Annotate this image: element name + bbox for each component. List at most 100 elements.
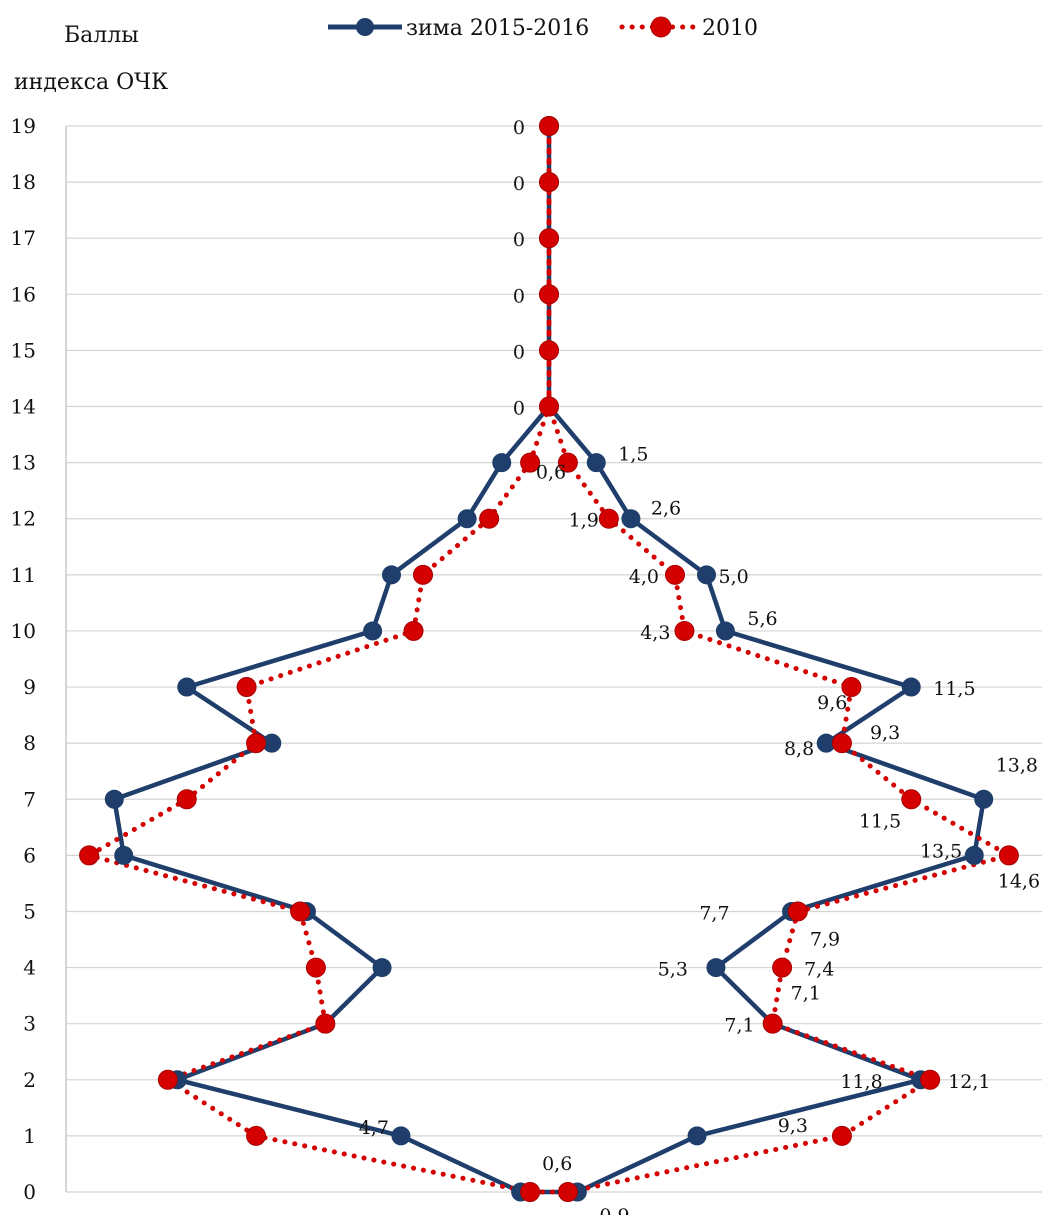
y-tick-label: 11 (11, 563, 36, 587)
y-tick-label: 13 (11, 451, 36, 475)
data-label-2010: 0 (513, 229, 525, 251)
data-label-2010: 9,3 (778, 1115, 808, 1137)
2010-point-left (176, 789, 197, 810)
data-label-winter: 5,3 (658, 959, 688, 981)
data-label-2010: 0,6 (542, 1153, 572, 1175)
winter-point-right (621, 509, 641, 529)
y-tick-label: 7 (23, 787, 36, 811)
winter-point-right (586, 453, 606, 473)
data-label-winter: 11,5 (933, 678, 975, 700)
y-tick-label: 8 (23, 731, 36, 755)
2010-point-right (557, 452, 578, 473)
winter-point-right (974, 789, 994, 809)
legend-item-2010: 2010 (619, 16, 758, 41)
2010-point-left (246, 1125, 267, 1146)
winter-point-left (391, 1126, 411, 1146)
2010-point-left (539, 340, 559, 361)
data-label-2010: 7,9 (810, 928, 840, 950)
legend-marker-winter (356, 18, 374, 36)
winter-point-left (114, 845, 134, 865)
y-axis-title-line-2: индекса ОЧК (14, 70, 168, 95)
data-label-winter: 4,7 (359, 1117, 389, 1139)
data-label-2010: 14,6 (998, 870, 1040, 892)
winter-point-left (177, 677, 197, 697)
data-label-2010: 0,6 (536, 462, 566, 484)
y-tick-label: 6 (23, 843, 36, 867)
winter-point-right (697, 565, 716, 585)
2010-point-right (998, 845, 1019, 866)
winter-point-right (706, 958, 726, 978)
data-label-2010: 4,0 (629, 566, 659, 588)
data-label-winter: 11,8 (840, 1071, 882, 1093)
data-label-winter: 13,8 (996, 754, 1038, 776)
data-label-2010: 7,4 (804, 959, 834, 981)
legend-marker-2010 (650, 16, 672, 38)
data-labels: 0,9 4,7 11,8 7,1 5,3 7,7 13,5 13,8 8,8 11,5 5,6 5,0… (359, 117, 1040, 1215)
data-label-2010: 1,9 (569, 510, 599, 532)
data-label-winter: 5,0 (719, 566, 749, 588)
2010-point-left (236, 677, 257, 698)
data-label-2010: 11,5 (859, 810, 901, 832)
2010-point-right (920, 1069, 941, 1090)
winter-point-right (687, 1126, 707, 1146)
y-tick-label: 15 (11, 338, 36, 362)
2010-point-left (520, 452, 541, 473)
2010-point-left (539, 172, 559, 193)
y-tick-label: 4 (23, 956, 36, 980)
winter-point-left (363, 621, 383, 641)
data-label-2010: 4,3 (640, 622, 670, 644)
data-label-2010: 0 (513, 117, 525, 139)
2010-point-left (413, 564, 433, 585)
data-label-2010: 9,6 (817, 692, 847, 714)
2010-point-right (557, 1182, 578, 1202)
data-label-winter: 5,6 (747, 608, 777, 630)
y-tick-label: 16 (11, 282, 36, 306)
data-label-winter: 1,5 (618, 444, 648, 466)
data-label-winter: 7,7 (699, 902, 729, 924)
2010-point-right (841, 677, 862, 698)
2010-point-left (479, 508, 500, 529)
legend-item-winter: зима 2015-2016 (328, 16, 589, 41)
data-label-2010: 7,1 (724, 1015, 754, 1037)
y-tick-label: 12 (11, 507, 36, 531)
y-tick-label: 0 (23, 1180, 36, 1204)
2010-point-left (539, 396, 559, 417)
2010-point-right (831, 733, 852, 754)
2010-point-right (831, 1125, 852, 1146)
winter-point-left (457, 509, 477, 529)
winter-point-left (382, 565, 401, 585)
2010-point-left (79, 845, 100, 866)
2010-point-left (290, 901, 311, 922)
y-tick-label: 14 (11, 395, 36, 419)
winter-point-left (372, 958, 392, 978)
2010-point-left (315, 1013, 336, 1034)
y-axis-title-line-1: Баллы (64, 23, 139, 48)
data-label-winter: 7,1 (791, 983, 821, 1005)
2010-point-left (539, 116, 559, 136)
2010-point-left (520, 1182, 541, 1202)
data-label-winter: 13,5 (920, 840, 962, 862)
series-layer (79, 116, 1019, 1202)
data-label-2010: 9,3 (870, 722, 900, 744)
2010-point-left (157, 1069, 178, 1090)
y-tick-label: 10 (11, 619, 36, 643)
winter-point-left (104, 789, 124, 809)
winter-point-right (901, 677, 921, 697)
2010-point-right (772, 957, 793, 978)
data-label-winter: 8,8 (784, 738, 814, 760)
y-tick-label: 1 (23, 1124, 36, 1148)
data-label-2010: 0 (513, 398, 525, 420)
legend-label-2010: 2010 (702, 16, 758, 41)
2010-point-right (787, 901, 808, 922)
y-tick-label: 17 (11, 226, 36, 250)
winter-point-right (715, 621, 735, 641)
2010-point-left (305, 957, 326, 978)
data-label-2010: 0 (513, 285, 525, 307)
data-label-winter: 0,9 (599, 1205, 629, 1215)
data-label-2010: 0 (513, 341, 525, 363)
legend-label-winter: зима 2015-2016 (406, 16, 589, 41)
y-tick-label: 3 (23, 1012, 36, 1036)
2010-point-left (403, 620, 424, 641)
2010-point-left (539, 228, 559, 249)
2010-point-right (674, 620, 695, 641)
